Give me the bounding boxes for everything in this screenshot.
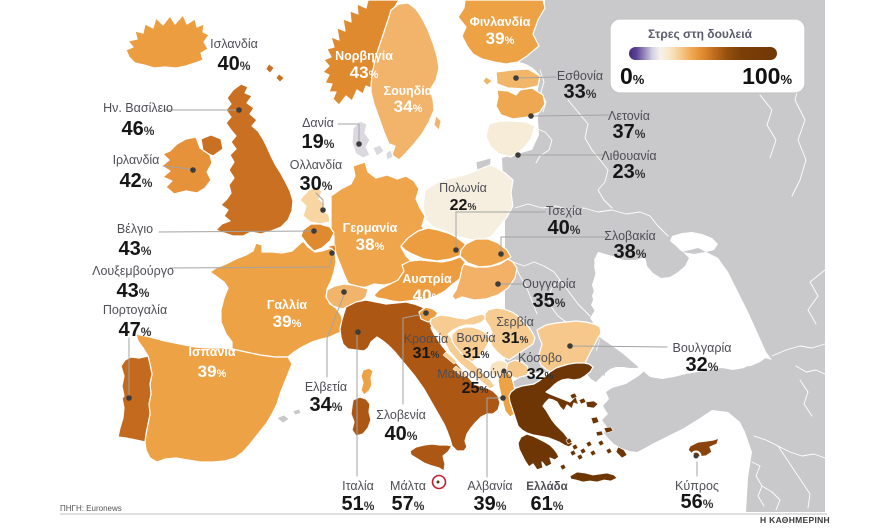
svg-text:Λετονία: Λετονία — [608, 109, 650, 123]
svg-text:Δανία: Δανία — [302, 116, 334, 130]
svg-text:Ισλανδία: Ισλανδία — [210, 37, 258, 51]
svg-text:23%: 23% — [613, 161, 646, 183]
svg-text:37%: 37% — [613, 121, 646, 143]
svg-text:33%: 33% — [564, 81, 597, 103]
svg-text:Ην. Βασίλειο: Ην. Βασίλειο — [103, 101, 173, 115]
svg-text:47%: 47% — [119, 319, 152, 341]
svg-text:Αλβανία: Αλβανία — [467, 479, 512, 493]
svg-text:Γαλλία: Γαλλία — [267, 298, 308, 312]
svg-text:Λουξεμβούργο: Λουξεμβούργο — [92, 264, 174, 278]
svg-text:51%: 51% — [342, 493, 375, 515]
svg-text:43%: 43% — [119, 238, 152, 260]
svg-text:Κόσοβο: Κόσοβο — [518, 351, 562, 365]
svg-text:42%: 42% — [120, 170, 153, 192]
svg-text:Τσεχία: Τσεχία — [546, 204, 582, 218]
svg-text:Αυστρία: Αυστρία — [402, 272, 452, 286]
svg-text:Κύπρος: Κύπρος — [675, 479, 719, 493]
svg-text:43%: 43% — [117, 280, 150, 302]
svg-text:Βοσνία: Βοσνία — [456, 331, 495, 345]
svg-text:ΠΗΓΗ: Euronews: ΠΗΓΗ: Euronews — [60, 504, 122, 513]
svg-text:38%: 38% — [614, 241, 647, 263]
svg-text:32%: 32% — [686, 354, 719, 376]
svg-text:Λιθουανία: Λιθουανία — [601, 149, 656, 163]
svg-text:31%: 31% — [502, 330, 529, 347]
svg-text:Γερμανία: Γερμανία — [343, 221, 398, 235]
svg-text:Νορβηγία: Νορβηγία — [335, 49, 393, 63]
svg-text:31%: 31% — [463, 345, 490, 362]
svg-text:Σλοβακία: Σλοβακία — [604, 229, 655, 243]
svg-text:Ιταλία: Ιταλία — [342, 479, 374, 493]
svg-text:57%: 57% — [392, 493, 425, 515]
svg-text:Σουηδία: Σουηδία — [384, 84, 433, 98]
svg-text:Εσθονία: Εσθονία — [557, 69, 603, 83]
svg-text:46%: 46% — [122, 118, 155, 140]
svg-text:35%: 35% — [533, 290, 566, 312]
svg-text:Η ΚΑΘΗΜΕΡΙΝΗ: Η ΚΑΘΗΜΕΡΙΝΗ — [760, 515, 830, 525]
svg-text:61%: 61% — [531, 493, 564, 515]
svg-text:31%: 31% — [413, 345, 440, 362]
svg-text:Πορτογαλία: Πορτογαλία — [103, 303, 167, 317]
svg-text:40%: 40% — [548, 217, 581, 239]
svg-text:30%: 30% — [300, 173, 333, 195]
svg-text:Ισπανία: Ισπανία — [188, 345, 235, 359]
svg-text:Βουλγαρία: Βουλγαρία — [673, 341, 732, 355]
svg-text:Μάλτα: Μάλτα — [390, 479, 426, 493]
svg-text:40%: 40% — [218, 53, 251, 75]
svg-text:56%: 56% — [681, 491, 714, 513]
svg-text:Κροατία: Κροατία — [404, 332, 449, 346]
svg-text:Στρες στη δουλειά: Στρες στη δουλειά — [648, 27, 753, 41]
svg-text:Ελλάδα: Ελλάδα — [526, 481, 567, 493]
svg-text:Μαυροβούνιο: Μαυροβούνιο — [437, 367, 513, 381]
svg-text:Πολωνία: Πολωνία — [439, 181, 487, 195]
svg-text:Σλοβενία: Σλοβενία — [376, 408, 426, 422]
svg-text:Ολλανδία: Ολλανδία — [290, 158, 342, 172]
svg-text:40%: 40% — [385, 423, 418, 445]
svg-text:Ιρλανδία: Ιρλανδία — [113, 153, 160, 167]
svg-text:22%: 22% — [450, 197, 477, 214]
svg-text:Φινλανδία: Φινλανδία — [470, 15, 531, 29]
svg-text:Βέλγιο: Βέλγιο — [117, 222, 153, 236]
svg-text:Ουγγαρία: Ουγγαρία — [522, 277, 575, 291]
svg-text:32%: 32% — [527, 366, 554, 383]
svg-text:Σερβία: Σερβία — [496, 315, 534, 329]
svg-text:25%: 25% — [462, 380, 489, 397]
svg-text:34%: 34% — [310, 394, 343, 416]
svg-text:39%: 39% — [474, 493, 507, 515]
svg-text:Ελβετία: Ελβετία — [305, 380, 347, 394]
svg-text:19%: 19% — [302, 131, 335, 153]
